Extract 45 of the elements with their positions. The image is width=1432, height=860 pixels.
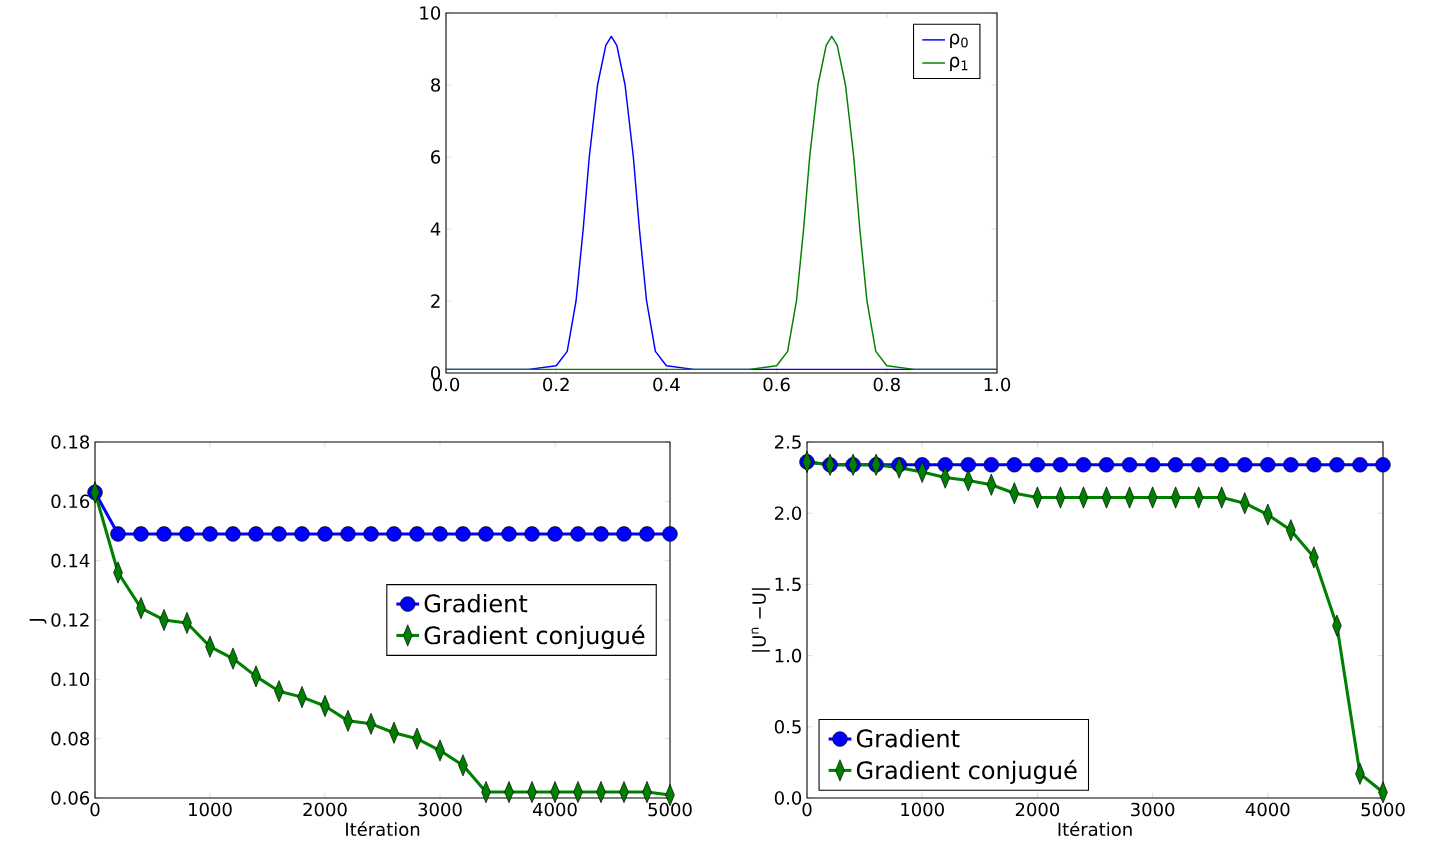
x-tick-label: 1.0 [984,377,1011,392]
y-tick-label: 2 [431,294,440,308]
y-tick-label: 0.12 [51,613,89,627]
y-tick-label: 0.16 [51,494,90,509]
legend-label: ρ$_{1}$ [950,56,968,72]
x-tick-label: 5000 [648,802,692,817]
x-tick-label: 1000 [189,802,232,817]
y-tick-label: 1.0 [775,648,802,663]
y-tick-label: 0.0 [774,791,802,805]
y-tick-label: 4 [430,222,441,236]
y-tick-label: 6 [431,150,441,164]
legend-label: Gradient [856,728,960,748]
y-tick-label: 8 [431,78,441,92]
y-tick-label: 0.08 [51,731,90,746]
x-tick-label: 0 [802,802,812,817]
y-tick-label: 0.06 [51,791,90,805]
y-tick-label: 10 [420,6,441,20]
y-tick-label: 0.10 [51,672,90,687]
legend-label: Gradient conjugué [424,624,645,650]
x-tick-label: 5000 [1361,802,1405,817]
legend-label: Gradient conjugué [856,759,1077,784]
x-axis-title: Itération [346,821,420,837]
x-tick-label: 2000 [303,802,347,817]
y-tick-label: 1.5 [775,577,801,592]
x-tick-label: 1000 [901,802,944,817]
y-tick-label: 0.14 [51,553,90,568]
y-axis-title: |U$^{n}$ −U| [751,588,770,652]
y-tick-label: 2.0 [774,506,802,520]
y-tick-label: 0.18 [51,435,90,449]
x-tick-label: 0.2 [543,377,569,392]
x-tick-label: 3000 [1131,802,1175,817]
x-tick-label: 0.6 [763,377,790,392]
x-tick-label: 4000 [532,802,577,817]
x-tick-label: 2000 [1015,802,1060,817]
x-tick-label: 0.8 [873,377,900,392]
x-axis-title: Itération [1058,821,1132,837]
y-tick-label: 0.5 [774,719,801,734]
x-tick-label: 0.4 [653,377,680,392]
legend-label: ρ$_{0}$ [950,33,968,48]
x-tick-label: 4000 [1245,802,1290,817]
y-axis-title: J [29,619,47,624]
y-tick-label: 2.5 [774,435,801,449]
legend-label: Gradient [424,593,528,613]
x-tick-label: 0 [90,802,100,817]
x-tick-label: 3000 [418,802,462,817]
